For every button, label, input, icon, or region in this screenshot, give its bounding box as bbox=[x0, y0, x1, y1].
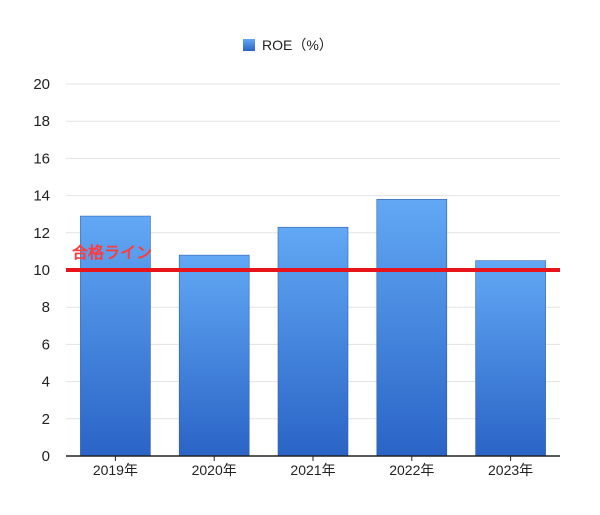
y-tick-label: 18 bbox=[33, 113, 50, 130]
x-tick-label: 2021年 bbox=[290, 462, 335, 478]
y-tick-label: 12 bbox=[33, 225, 50, 242]
bar bbox=[178, 254, 250, 457]
x-tick-label: 2019年 bbox=[93, 462, 138, 478]
bar bbox=[80, 215, 151, 457]
y-tick-label: 14 bbox=[33, 188, 50, 205]
bar bbox=[277, 226, 349, 457]
reference-line-label: 合格ライン bbox=[72, 243, 152, 262]
bars bbox=[80, 199, 546, 457]
x-axis: 2019年 2020年 2021年 2022年 2023年 bbox=[66, 455, 560, 478]
y-tick-label: 16 bbox=[33, 150, 50, 167]
y-tick-label: 6 bbox=[42, 336, 50, 353]
x-tick-label: 2022年 bbox=[389, 462, 434, 478]
y-tick-label: 20 bbox=[33, 76, 50, 93]
bar bbox=[475, 260, 546, 457]
y-tick-label: 0 bbox=[42, 448, 50, 465]
y-tick-label: 8 bbox=[42, 299, 50, 316]
x-tick-label: 2023年 bbox=[488, 462, 533, 478]
y-axis-ticks: 0 2 4 6 8 10 12 14 16 18 20 bbox=[33, 76, 50, 465]
legend-label: ROE（%） bbox=[262, 37, 333, 53]
legend-swatch bbox=[243, 39, 255, 51]
y-tick-label: 4 bbox=[42, 374, 50, 391]
y-tick-label: 10 bbox=[33, 262, 50, 279]
y-tick-label: 2 bbox=[42, 411, 50, 428]
legend: ROE（%） bbox=[243, 37, 333, 53]
x-tick-label: 2020年 bbox=[192, 462, 237, 478]
reference-line-group: 合格ライン bbox=[66, 243, 560, 272]
bar bbox=[376, 199, 448, 457]
